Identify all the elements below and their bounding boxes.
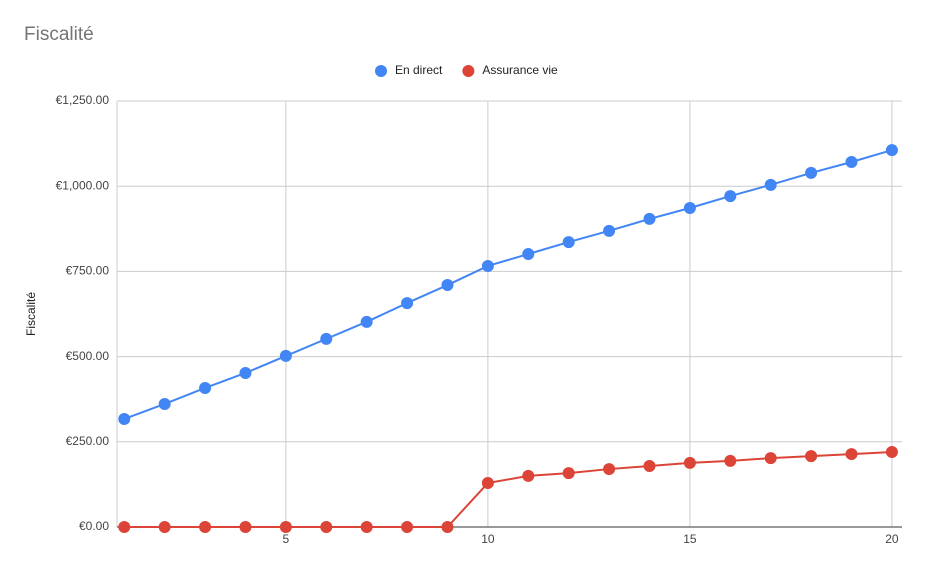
data-point xyxy=(441,279,454,292)
data-point xyxy=(885,144,898,157)
series-line xyxy=(123,149,893,420)
data-point xyxy=(239,521,252,533)
data-point xyxy=(603,463,616,476)
data-point xyxy=(279,349,292,362)
y-axis-title: Fiscalité xyxy=(24,292,38,336)
y-tick-label: €1,250.00 xyxy=(56,93,110,107)
legend-marker xyxy=(375,65,387,77)
data-point xyxy=(522,248,535,261)
data-point xyxy=(805,166,818,179)
data-point xyxy=(603,224,616,237)
data-point xyxy=(724,190,737,203)
data-point xyxy=(805,450,818,463)
data-point xyxy=(522,469,535,482)
series-line xyxy=(124,451,892,528)
x-tick-label: 20 xyxy=(885,532,899,546)
x-tick-label: 5 xyxy=(283,532,290,546)
legend-marker xyxy=(462,65,475,77)
data-point xyxy=(401,297,414,310)
data-point xyxy=(643,459,656,472)
data-point xyxy=(360,521,373,533)
data-point xyxy=(643,212,656,225)
x-tick-label: 15 xyxy=(683,532,697,546)
data-point xyxy=(481,259,494,272)
data-point xyxy=(320,521,333,533)
y-tick-label: €1,000.00 xyxy=(56,178,110,192)
y-tick-label: €0.00 xyxy=(79,519,109,533)
data-point xyxy=(158,521,171,533)
y-tick-label: €750.00 xyxy=(66,264,110,278)
data-point xyxy=(441,521,454,533)
data-point xyxy=(683,202,696,215)
data-point xyxy=(239,366,252,379)
data-point xyxy=(199,521,212,533)
data-point xyxy=(199,381,212,394)
data-point xyxy=(724,454,737,467)
data-point xyxy=(481,477,494,490)
data-point xyxy=(562,467,575,480)
data-point xyxy=(118,412,131,425)
data-point xyxy=(885,446,898,459)
legend-label: En direct xyxy=(395,63,443,77)
data-point xyxy=(360,315,373,328)
data-point xyxy=(320,332,333,345)
data-point xyxy=(764,452,777,465)
data-point xyxy=(683,456,696,469)
data-point xyxy=(562,236,575,249)
legend-label: Assurance vie xyxy=(482,63,558,77)
y-tick-label: €500.00 xyxy=(66,349,110,363)
data-point xyxy=(401,521,414,533)
data-point xyxy=(845,448,858,461)
chart-title: Fiscalité xyxy=(24,24,94,45)
data-point xyxy=(279,521,292,533)
x-tick-label: 10 xyxy=(481,532,495,546)
data-point xyxy=(845,156,858,169)
data-point xyxy=(118,521,131,533)
data-point xyxy=(764,178,777,191)
data-point xyxy=(158,397,171,410)
y-tick-label: €250.00 xyxy=(66,434,110,448)
